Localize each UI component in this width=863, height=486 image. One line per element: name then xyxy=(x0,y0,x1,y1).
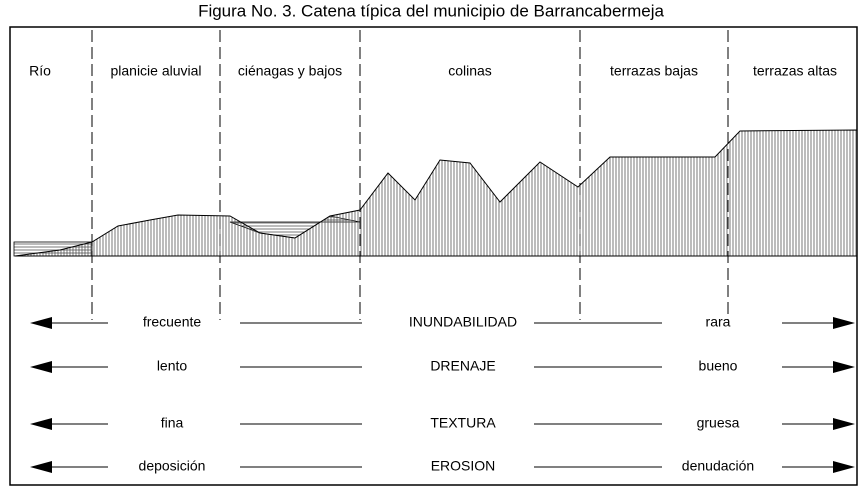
row-center: INUNDABILIDAD xyxy=(409,314,517,330)
row-left: frecuente xyxy=(143,314,202,330)
arrow-right xyxy=(833,461,855,473)
arrow-left xyxy=(30,317,52,329)
zone-label: terrazas altas xyxy=(753,63,837,79)
arrow-right xyxy=(833,317,855,329)
row-center: TEXTURA xyxy=(430,415,496,431)
arrow-left xyxy=(30,461,52,473)
arrow-left xyxy=(30,418,52,430)
zone-label: colinas xyxy=(448,63,492,79)
arrow-left xyxy=(30,361,52,373)
arrow-right xyxy=(833,361,855,373)
zone-label: Río xyxy=(29,63,51,79)
zone-label: planicie aluvial xyxy=(110,63,201,79)
row-right: denudación xyxy=(682,458,754,474)
terrain-profile xyxy=(14,129,858,257)
row-left: fina xyxy=(161,415,184,431)
arrow-right xyxy=(833,418,855,430)
row-center: EROSION xyxy=(431,458,496,474)
row-left: deposición xyxy=(139,458,206,474)
row-right: rara xyxy=(706,314,731,330)
zone-label: ciénagas y bajos xyxy=(238,63,342,79)
row-right: gruesa xyxy=(697,415,740,431)
row-left: lento xyxy=(157,358,188,374)
row-center: DRENAJE xyxy=(430,358,495,374)
zone-label: terrazas bajas xyxy=(610,63,698,79)
row-right: bueno xyxy=(699,358,738,374)
title: Figura No. 3. Catena típica del municipi… xyxy=(198,1,664,20)
